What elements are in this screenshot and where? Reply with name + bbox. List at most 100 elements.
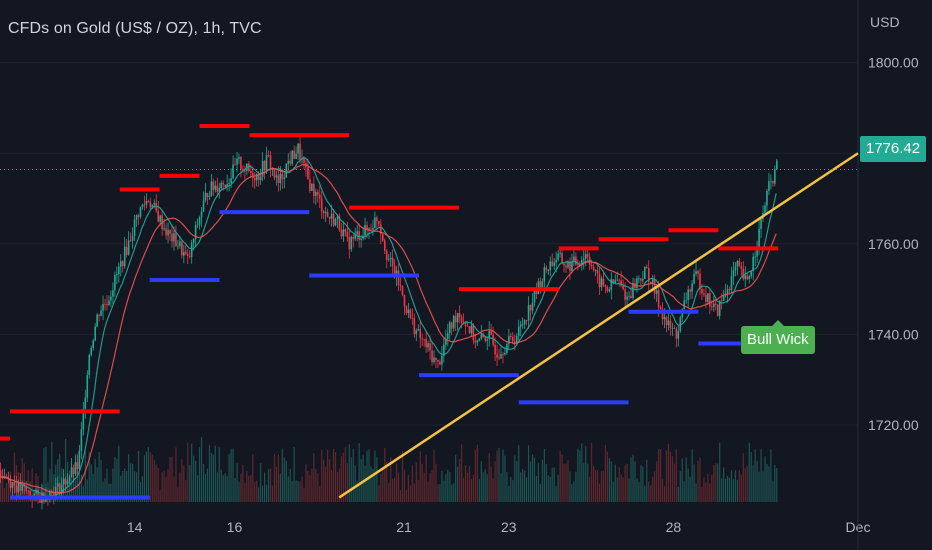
volume-bar — [466, 472, 469, 502]
volume-bar — [618, 467, 620, 502]
volume-bar — [587, 463, 589, 502]
volume-bar — [693, 464, 695, 502]
volume-bar — [364, 465, 366, 502]
candle-body — [173, 233, 175, 242]
volume-bar — [108, 483, 110, 502]
candle-body — [604, 285, 607, 287]
candle-body — [571, 261, 573, 271]
candle-body — [545, 267, 548, 271]
volume-bar — [248, 476, 250, 502]
volume-bar — [600, 471, 603, 502]
candle-body — [94, 326, 96, 341]
volume-bar — [100, 460, 102, 502]
volume-bar — [658, 449, 660, 502]
candle-body — [17, 481, 20, 493]
candle-body — [427, 343, 429, 348]
candle-body — [746, 275, 749, 280]
volume-bar — [208, 445, 211, 502]
candle-body — [119, 261, 122, 267]
candle-body — [685, 299, 687, 301]
candle-body — [228, 183, 230, 185]
volume-bar — [498, 447, 500, 502]
volume-bar — [701, 487, 703, 502]
volume-bar — [49, 468, 51, 502]
candle-body — [513, 341, 516, 344]
candle-body — [732, 270, 735, 277]
volume-bar — [728, 477, 731, 502]
candle-body — [770, 180, 772, 182]
volume-bar — [299, 481, 301, 502]
volume-bar — [652, 476, 654, 502]
candle-body — [326, 212, 329, 217]
candle-body — [82, 408, 85, 430]
candle-body — [653, 279, 656, 294]
candle-body — [145, 200, 148, 205]
trendline — [338, 152, 859, 499]
volume-bar — [321, 449, 323, 502]
volume-bar — [462, 477, 465, 502]
candle-body — [553, 262, 555, 266]
candle-body — [139, 206, 142, 217]
candle-body — [711, 306, 713, 308]
volume-bar — [214, 445, 216, 502]
volume-bar — [654, 471, 656, 502]
candle-body — [608, 289, 611, 292]
volume-bar — [431, 470, 433, 502]
volume-bar — [305, 464, 307, 502]
candle-body — [222, 182, 225, 185]
volume-bar — [323, 459, 325, 502]
candle-body — [661, 309, 664, 320]
volume-bar — [553, 467, 555, 502]
volume-bar — [68, 470, 71, 502]
candle-body — [263, 160, 266, 171]
volume-bar — [758, 471, 760, 502]
volume-bar — [195, 460, 197, 502]
y-tick-label: 1760.00 — [868, 236, 919, 252]
candle-body — [19, 481, 22, 491]
volume-bar — [277, 454, 279, 502]
volume-bar — [7, 474, 10, 502]
candle-body — [188, 255, 191, 257]
volume-bar — [378, 485, 380, 502]
candle-body — [720, 300, 723, 302]
volume-bar — [94, 458, 96, 502]
candle-body — [210, 181, 213, 196]
candle-body — [533, 289, 536, 303]
volume-bar — [106, 468, 108, 502]
candle-body — [740, 265, 743, 270]
volume-bar — [271, 485, 274, 502]
volume-bar — [750, 452, 752, 502]
volume-bar — [748, 442, 750, 502]
volume-bar — [110, 483, 112, 502]
candle-body — [714, 303, 717, 305]
volume-bar — [746, 465, 748, 502]
volume-bar — [338, 468, 341, 502]
candle-body — [279, 173, 282, 183]
volume-bar — [612, 481, 614, 502]
volume-bar — [153, 459, 155, 502]
volume-bar — [443, 480, 445, 502]
volume-bar — [330, 470, 333, 502]
candle-body — [425, 339, 427, 348]
candle-body — [35, 489, 37, 494]
candle-body — [153, 202, 156, 205]
volume-bar — [204, 473, 207, 502]
volume-bar — [764, 456, 766, 502]
volume-bar — [441, 470, 443, 502]
candle-body — [722, 295, 725, 301]
volume-bar — [3, 488, 6, 502]
volume-bar — [88, 452, 90, 502]
volume-bar — [756, 460, 758, 502]
volume-bar — [624, 465, 626, 502]
volume-bar — [671, 456, 674, 502]
volume-bar — [488, 453, 490, 502]
volume-bar — [744, 468, 746, 502]
candle-body — [480, 334, 483, 339]
volume-bar — [327, 449, 329, 502]
volume-bar — [455, 454, 457, 502]
candle-body — [348, 237, 351, 250]
volume-bar — [640, 465, 642, 502]
volume-bar — [340, 456, 343, 502]
